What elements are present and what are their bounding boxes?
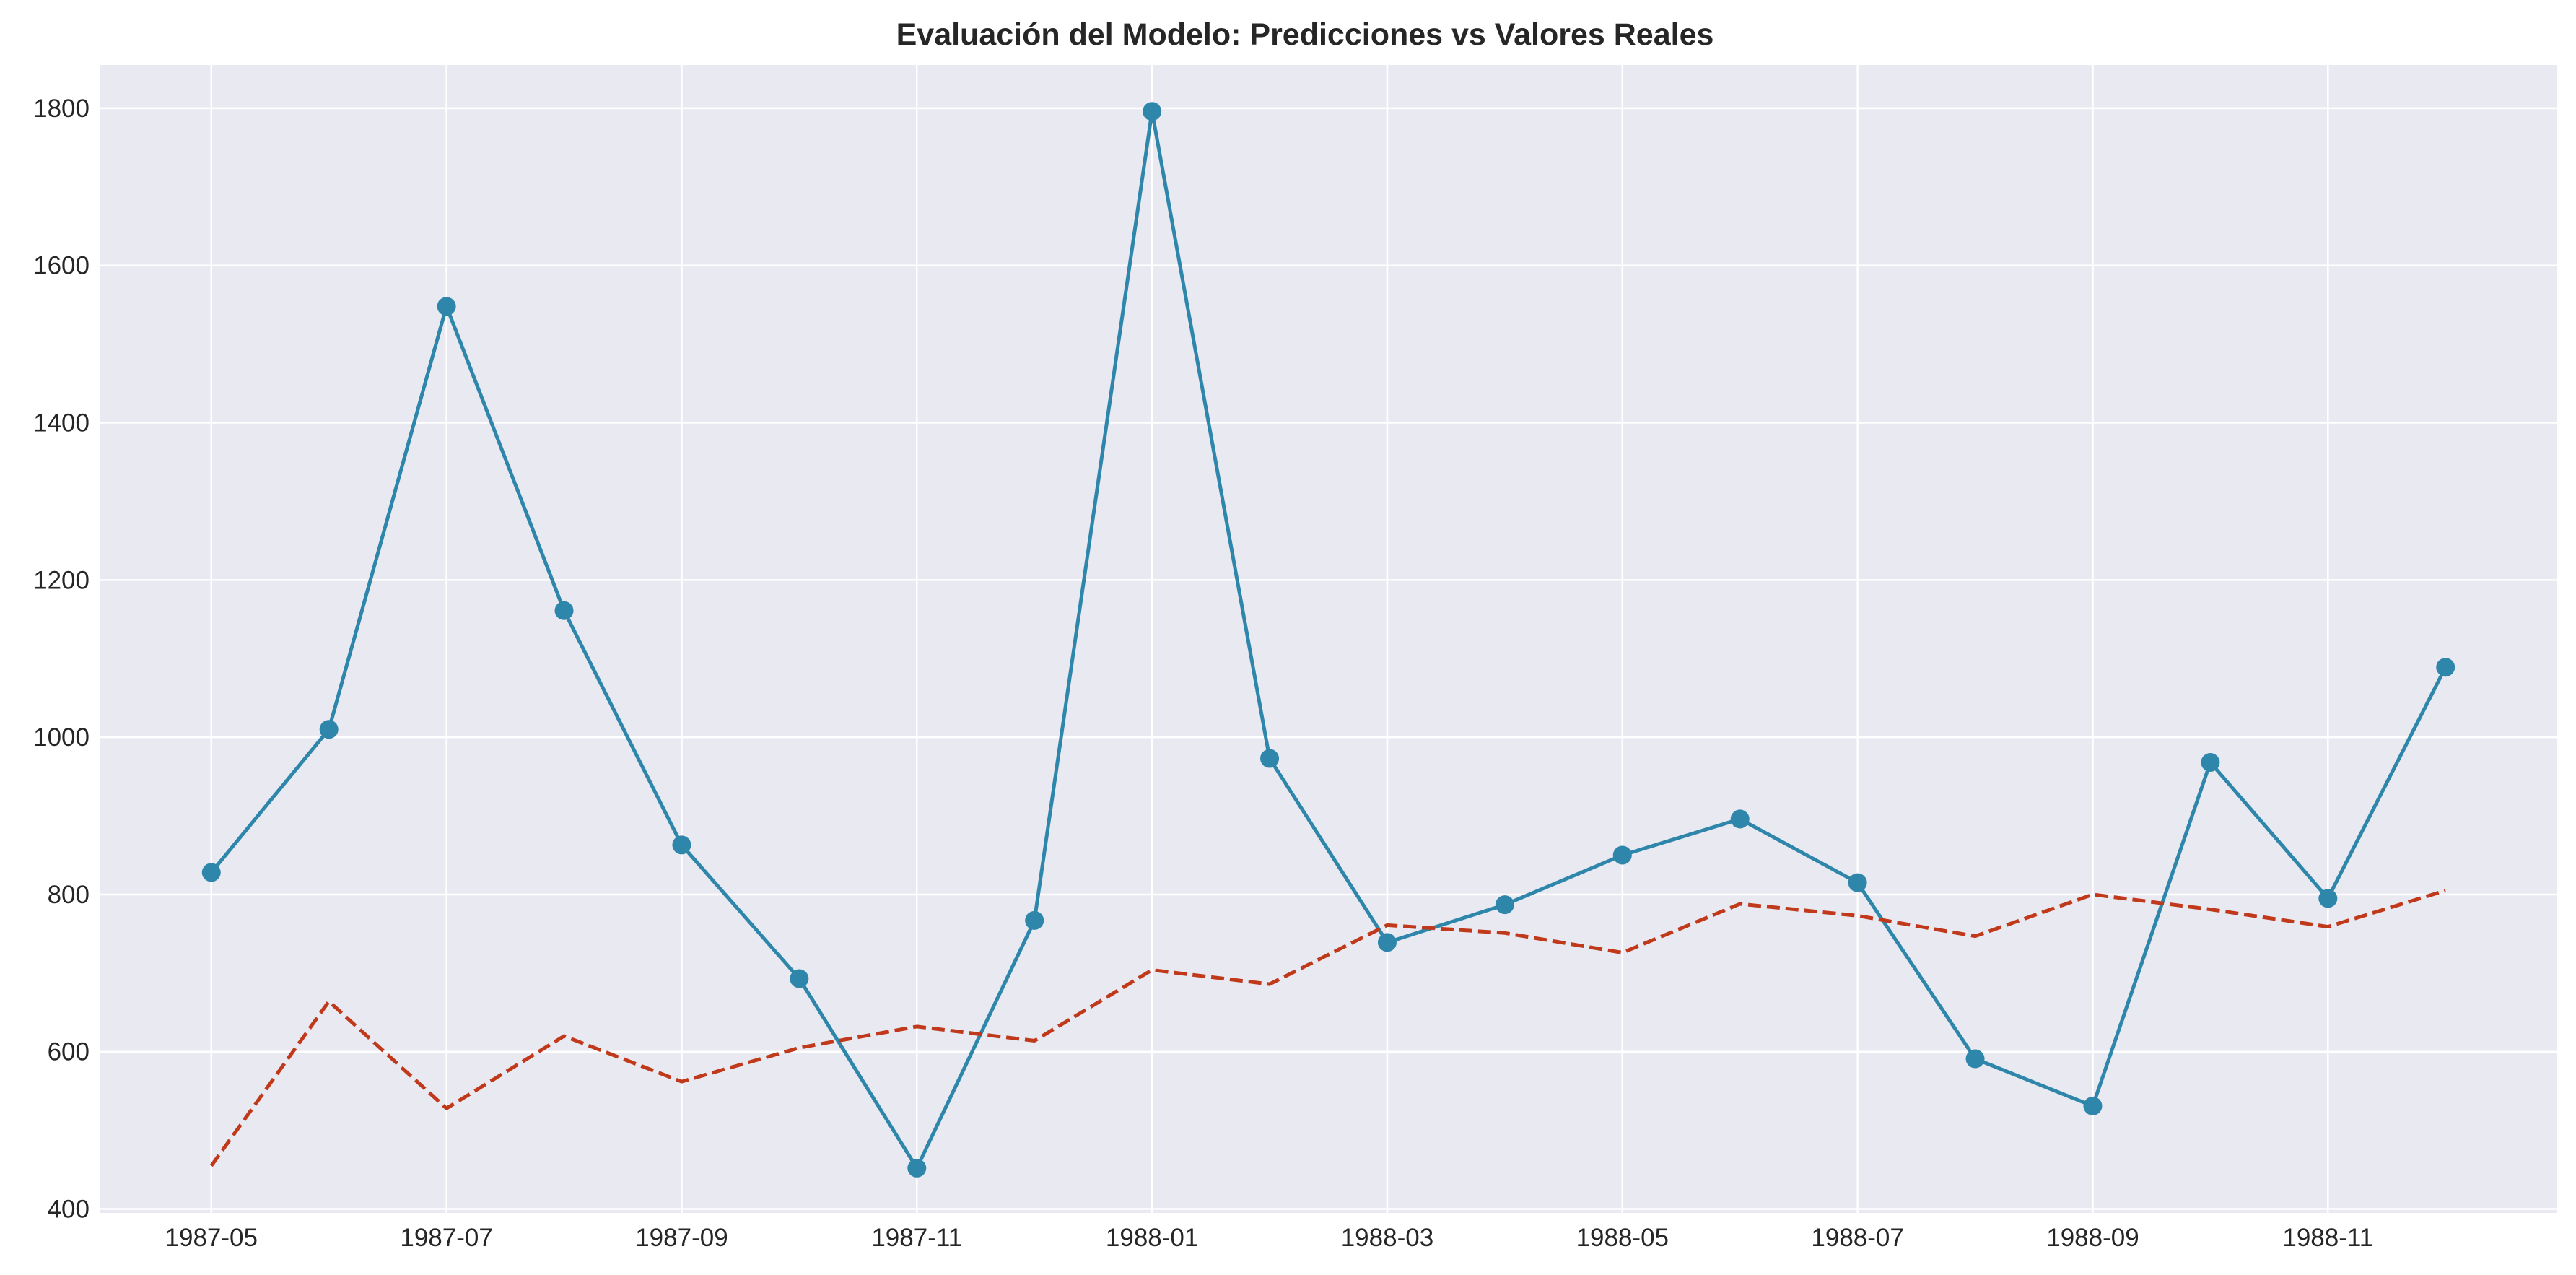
- series-1-point: [672, 835, 691, 855]
- x-tick-label: 1987-07: [400, 1224, 492, 1252]
- y-tick-label: 400: [48, 1196, 89, 1224]
- y-tick-label: 1400: [33, 409, 89, 438]
- y-tick-label: 1800: [33, 95, 89, 123]
- y-axis-ticks: 400 600 800 1000 1200 1400 1600 1800: [33, 95, 89, 1224]
- y-tick-label: 600: [48, 1038, 89, 1066]
- x-axis-ticks: 1987-05 1987-07 1987-09 1987-11 1988-01 1988-…: [165, 1224, 2374, 1252]
- series-1-point: [2201, 752, 2220, 772]
- series-1-point: [1965, 1049, 1985, 1069]
- x-tick-label: 1987-11: [871, 1224, 962, 1252]
- series-1-point: [2436, 658, 2455, 677]
- series-2-line: [209, 889, 2446, 1167]
- series-1-point: [437, 297, 456, 316]
- x-tick-label: 1987-05: [165, 1224, 258, 1252]
- x-tick-label: 1988-01: [1106, 1224, 1198, 1252]
- series-1-point: [319, 720, 339, 739]
- series-1-point: [1848, 873, 1867, 892]
- series-1-point: [2318, 889, 2338, 908]
- grid-lines: [100, 65, 2557, 1213]
- plot-area: [100, 65, 2557, 1213]
- series-1-point: [1260, 749, 1280, 768]
- y-tick-label: 1200: [33, 566, 89, 594]
- series-1-point: [1495, 895, 1514, 915]
- series-1-point: [1377, 933, 1397, 952]
- y-tick-label: 1000: [33, 723, 89, 752]
- series-1-point: [1730, 809, 1750, 829]
- chart-title: Evaluación del Modelo: Predicciones vs V…: [896, 17, 1714, 52]
- x-tick-label: 1988-05: [1576, 1224, 1669, 1252]
- series-1-point: [554, 601, 574, 620]
- series-1-point: [201, 863, 221, 882]
- x-tick-label: 1987-09: [635, 1224, 728, 1252]
- x-tick-label: 1988-03: [1341, 1224, 1433, 1252]
- x-tick-label: 1988-07: [1811, 1224, 1903, 1252]
- series-layer: [201, 102, 2455, 1178]
- series-1-point: [1143, 102, 1162, 121]
- series-1-point: [2083, 1096, 2103, 1115]
- series-1-point: [1025, 910, 1044, 930]
- series-1-point: [907, 1158, 927, 1178]
- series-1-point: [1612, 845, 1632, 865]
- x-tick-label: 1988-11: [2282, 1224, 2373, 1252]
- y-tick-label: 1600: [33, 252, 89, 280]
- series-1-point: [790, 969, 809, 988]
- x-tick-label: 1988-09: [2046, 1224, 2139, 1252]
- y-tick-label: 800: [48, 881, 89, 909]
- series-1-line: [209, 109, 2448, 1170]
